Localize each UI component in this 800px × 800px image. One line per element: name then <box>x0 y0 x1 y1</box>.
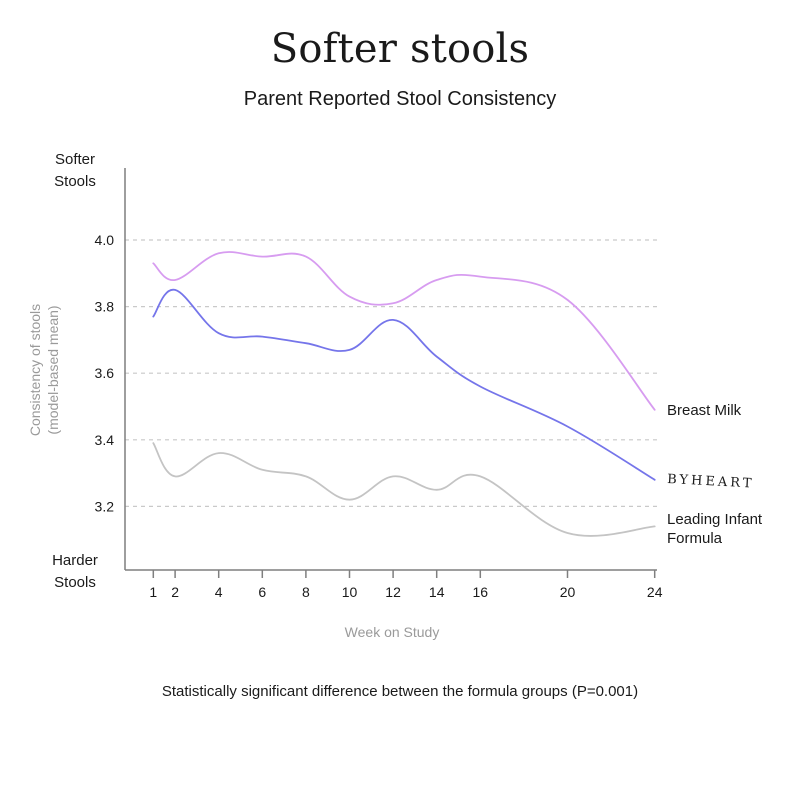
series-line-leading-infant-formula <box>152 442 656 537</box>
y-tick-label: 3.4 <box>95 432 115 448</box>
x-tick-label: 16 <box>473 584 489 600</box>
byheart-wordmark: BYHEART <box>667 472 755 492</box>
series-lines <box>152 251 656 537</box>
y-axis-title-line2: (model-based mean) <box>45 305 61 434</box>
x-tick-label: 14 <box>429 584 445 600</box>
gridlines <box>125 239 657 507</box>
footnote: Statistically significant difference bet… <box>161 683 639 700</box>
y-tick-label: 3.8 <box>95 299 115 315</box>
x-tick-labels: 1 2 4 6 8 10 12 14 16 20 24 <box>149 584 662 600</box>
y-top-label-line1: Softer <box>54 151 96 168</box>
x-tick-label: 20 <box>560 584 576 600</box>
y-tick-labels: 4.0 3.8 3.6 3.4 3.2 <box>95 232 115 514</box>
y-tick-label: 3.2 <box>95 498 115 514</box>
x-tick-label: 10 <box>342 584 358 600</box>
series-line-byheart <box>152 288 656 481</box>
y-tick-label: 3.6 <box>95 365 115 381</box>
y-axis-title-line1: Consistency of stools <box>27 304 43 436</box>
y-tick-label: 4.0 <box>95 232 115 248</box>
x-tick-label: 6 <box>258 584 266 600</box>
axes <box>124 168 657 578</box>
y-bottom-label: Harder Stools <box>40 550 110 594</box>
y-top-label: Softer Stools <box>40 149 110 193</box>
y-axis-title: Consistency of stools (model-based mean) <box>27 304 61 436</box>
y-top-label-line2: Stools <box>54 173 96 190</box>
series-label-byheart: BYHEART <box>667 472 755 492</box>
x-tick-label: 2 <box>171 584 179 600</box>
chart-subtitle: Parent Reported Stool Consistency <box>243 88 557 110</box>
series-line-breast-milk <box>152 251 656 411</box>
x-tick-label: 24 <box>647 584 663 600</box>
chart-title: Softer stools <box>270 26 530 72</box>
series-label-leading-line1: Leading Infant <box>667 511 763 528</box>
x-tick-label: 12 <box>385 584 401 600</box>
y-bottom-label-line2: Stools <box>54 574 96 591</box>
series-label-leading-line2: Formula <box>667 530 723 547</box>
series-label-breast-milk: Breast Milk <box>667 402 742 419</box>
x-tick-label: 4 <box>215 584 223 600</box>
x-tick-label: 8 <box>302 584 310 600</box>
y-bottom-label-line1: Harder <box>52 552 98 569</box>
x-axis-title: Week on Study <box>345 624 440 640</box>
x-tick-label: 1 <box>149 584 157 600</box>
